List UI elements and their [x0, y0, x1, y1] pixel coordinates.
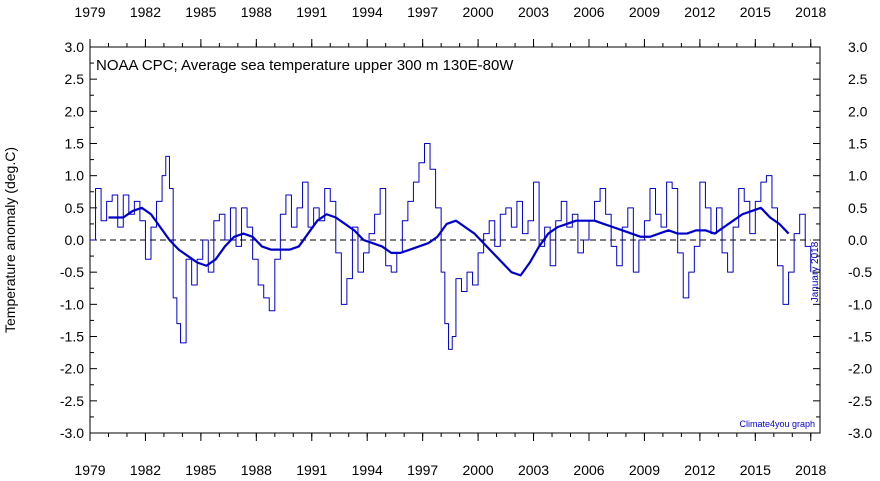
y-tick-label-right: 2.5: [848, 71, 868, 87]
label-layer: 3.0 3.0 2.5 2.5 2.0 2.0 1.5 1.5 1.0 1.0 0.5 0.5 0.0 0…: [60, 4, 872, 478]
y-tick-label-right: -1.0: [848, 296, 872, 312]
y-tick-label-left: -1.0: [60, 296, 84, 312]
y-tick-label-left: 0.5: [65, 200, 85, 216]
x-tick-label-bottom: 2009: [629, 462, 660, 478]
y-tick-label-right: -0.5: [848, 264, 872, 280]
x-tick-label-top: 2012: [684, 4, 715, 20]
x-tick-label-top: 2000: [463, 4, 494, 20]
y-tick-label-right: -2.5: [848, 393, 872, 409]
y-tick-label-left: 2.0: [65, 103, 85, 119]
x-tick-label-bottom: 1979: [74, 462, 105, 478]
y-tick-label-left: 2.5: [65, 71, 85, 87]
y-tick-label-right: 1.0: [848, 168, 868, 184]
x-tick-label-bottom: 2018: [795, 462, 826, 478]
x-tick-label-bottom: 1982: [130, 462, 161, 478]
y-tick-label-left: 1.0: [65, 168, 85, 184]
y-tick-label-left: -1.5: [60, 329, 84, 345]
x-tick-label-bottom: 1994: [352, 462, 383, 478]
y-tick-label-right: 3.0: [848, 39, 868, 55]
y-tick-label-left: -0.5: [60, 264, 84, 280]
x-tick-label-bottom: 1991: [296, 462, 327, 478]
annotation-date: January 2018: [810, 241, 821, 302]
series-monthly-anomaly: [90, 143, 812, 350]
y-tick-label-right: -3.0: [848, 425, 872, 441]
y-tick-label-right: 1.5: [848, 136, 868, 152]
x-tick-label-top: 2006: [573, 4, 604, 20]
y-axis-label: Temperature anomaly (deg.C): [2, 147, 18, 333]
series-layer: [90, 143, 812, 350]
x-tick-label-bottom: 1988: [241, 462, 272, 478]
x-tick-label-top: 2003: [518, 4, 549, 20]
y-tick-label-left: -2.5: [60, 393, 84, 409]
x-tick-label-bottom: 2012: [684, 462, 715, 478]
y-tick-label-left: 1.5: [65, 136, 85, 152]
x-tick-label-top: 1982: [130, 4, 161, 20]
x-tick-label-bottom: 1997: [407, 462, 438, 478]
x-tick-label-top: 1991: [296, 4, 327, 20]
x-tick-label-top: 1985: [185, 4, 216, 20]
x-tick-label-bottom: 2006: [573, 462, 604, 478]
x-tick-label-top: 1994: [352, 4, 383, 20]
y-tick-label-right: -1.5: [848, 329, 872, 345]
y-tick-label-right: 0.5: [848, 200, 868, 216]
credit-label: Climate4you graph: [739, 419, 815, 429]
x-tick-label-bottom: 1985: [185, 462, 216, 478]
x-tick-label-bottom: 2000: [463, 462, 494, 478]
x-tick-label-bottom: 2003: [518, 462, 549, 478]
series-running-mean: [108, 206, 790, 277]
x-tick-label-top: 1988: [241, 4, 272, 20]
y-tick-label-left: 0.0: [65, 232, 85, 248]
x-tick-label-top: 2015: [740, 4, 771, 20]
y-tick-label-left: 3.0: [65, 39, 85, 55]
y-tick-label-left: -2.0: [60, 361, 84, 377]
y-tick-label-right: 0.0: [848, 232, 868, 248]
x-tick-label-top: 2009: [629, 4, 660, 20]
y-tick-label-right: 2.0: [848, 103, 868, 119]
tick-marks: [89, 39, 820, 441]
y-tick-label-left: -3.0: [60, 425, 84, 441]
y-tick-label-right: -2.0: [848, 361, 872, 377]
x-tick-label-top: 1979: [74, 4, 105, 20]
x-tick-label-top: 2018: [795, 4, 826, 20]
x-tick-label-top: 1997: [407, 4, 438, 20]
chart-title: NOAA CPC; Average sea temperature upper …: [96, 57, 514, 74]
x-tick-label-bottom: 2015: [740, 462, 771, 478]
